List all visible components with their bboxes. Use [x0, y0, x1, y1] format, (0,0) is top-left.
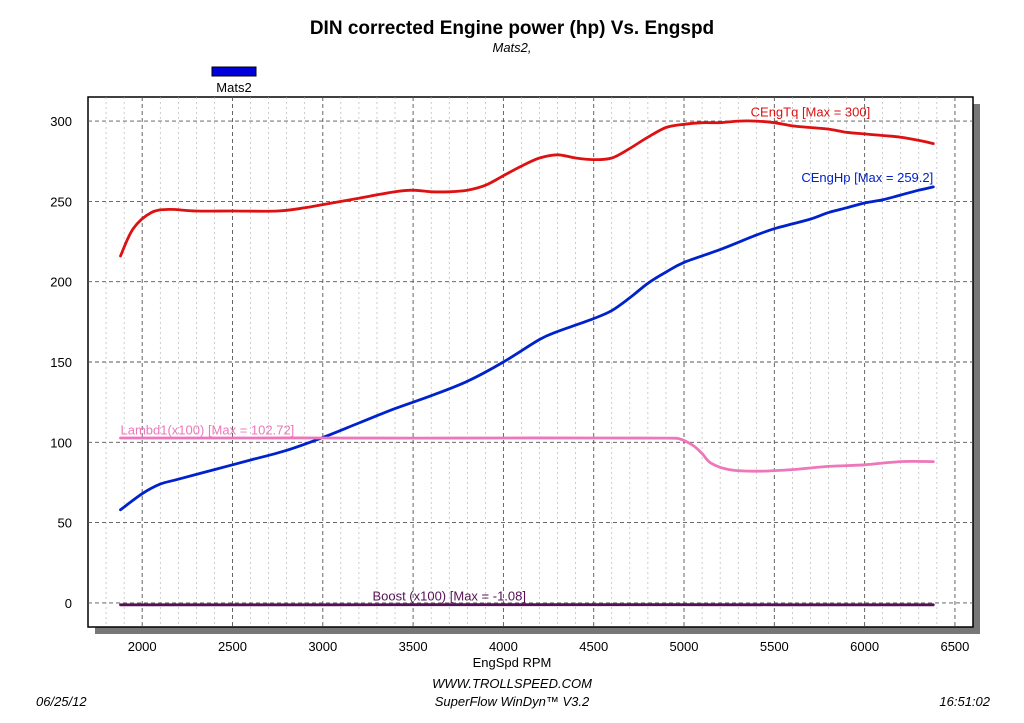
legend: Mats2 [211, 66, 257, 95]
x-tick-label: 4000 [489, 639, 518, 654]
y-tick-label: 300 [50, 114, 72, 129]
legend-label-mats2: Mats2 [216, 80, 251, 95]
y-tick-label: 250 [50, 194, 72, 209]
y-tick-label: 200 [50, 275, 72, 290]
x-tick-label: 4500 [579, 639, 608, 654]
x-tick-label: 3500 [399, 639, 428, 654]
series-line-lambda [119, 436, 935, 473]
footer-software: SuperFlow WinDyn™ V3.2 [435, 694, 590, 709]
x-axis-ticks: 2000 2500 3000 3500 4000 4500 5000 5500 6000 6500 [128, 639, 970, 654]
x-tick-label: 6500 [940, 639, 969, 654]
series-line-engine-torque [119, 119, 935, 258]
legend-swatch-mats2 [211, 66, 257, 77]
footer-website: WWW.TROLLSPEED.COM [432, 676, 592, 691]
y-tick-label: 150 [50, 355, 72, 370]
x-tick-label: 5500 [760, 639, 789, 654]
x-tick-label: 2500 [218, 639, 247, 654]
series-layer [119, 119, 935, 607]
x-tick-label: 6000 [850, 639, 879, 654]
series-line-engine-hp [119, 185, 935, 512]
x-axis-label: EngSpd RPM [473, 655, 552, 670]
footer-date: 06/25/12 [36, 694, 87, 709]
y-tick-label: 0 [65, 596, 72, 611]
x-tick-label: 3000 [308, 639, 337, 654]
footer-time: 16:51:02 [939, 694, 990, 709]
grid [88, 97, 973, 627]
series-label-lambda: Lambd1(x100) [Max = 102.72] [121, 422, 295, 437]
y-tick-label: 50 [58, 516, 72, 531]
y-axis-ticks: 0 50 100 150 200 250 300 [50, 114, 72, 611]
y-tick-label: 100 [50, 435, 72, 450]
series-label-boost: Boost (x100) [Max = -1.08] [372, 589, 526, 604]
x-tick-label: 2000 [128, 639, 157, 654]
x-tick-label: 5000 [670, 639, 699, 654]
series-labels: CEngTq [Max = 300] CEngHp [Max = 259.2] La… [121, 104, 934, 603]
series-label-engine-torque: CEngTq [Max = 300] [751, 104, 871, 119]
chart-title: DIN corrected Engine power (hp) Vs. Engs… [310, 18, 714, 39]
chart-subtitle: Mats2, [492, 40, 531, 55]
series-label-engine-hp: CEngHp [Max = 259.2] [801, 170, 933, 185]
